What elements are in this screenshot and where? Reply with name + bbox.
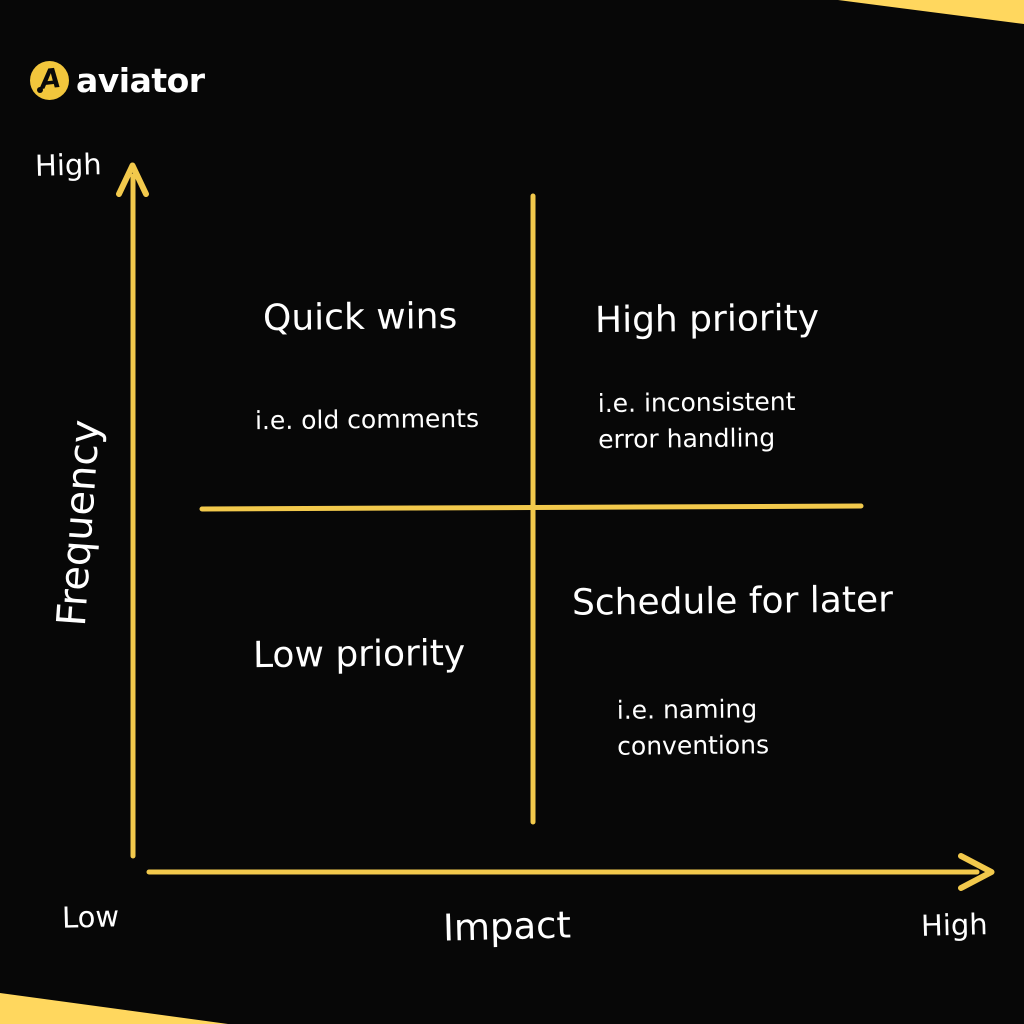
aviator-logo-icon: A bbox=[30, 61, 69, 100]
aviator-logo: A aviator bbox=[30, 61, 205, 100]
origin-low-label: Low bbox=[61, 899, 120, 935]
quadrant-example-high-priority: i.e. inconsistent error handling bbox=[597, 386, 796, 454]
logo-dot bbox=[37, 87, 43, 93]
y-axis-high-label: High bbox=[34, 147, 103, 183]
x-axis-title: Impact bbox=[442, 903, 572, 950]
quadrant-title-quick-wins: Quick wins bbox=[262, 295, 458, 340]
quadrant-example-quick-wins: i.e. old comments bbox=[254, 403, 480, 436]
x-axis-arrowhead-icon bbox=[958, 853, 995, 891]
brand-name: aviator bbox=[76, 61, 205, 100]
quadrant-title-high-priority: High priority bbox=[594, 297, 820, 342]
x-axis-high-label: High bbox=[920, 907, 989, 943]
quadrant-example-schedule-for-later: i.e. naming conventions bbox=[616, 694, 770, 761]
quadrant-title-low-priority: Low priority bbox=[252, 632, 466, 677]
quadrant-title-schedule-for-later: Schedule for later bbox=[571, 579, 894, 624]
quadrant-divider-horizontal bbox=[199, 503, 864, 512]
y-axis-arrowhead-icon bbox=[116, 162, 149, 197]
